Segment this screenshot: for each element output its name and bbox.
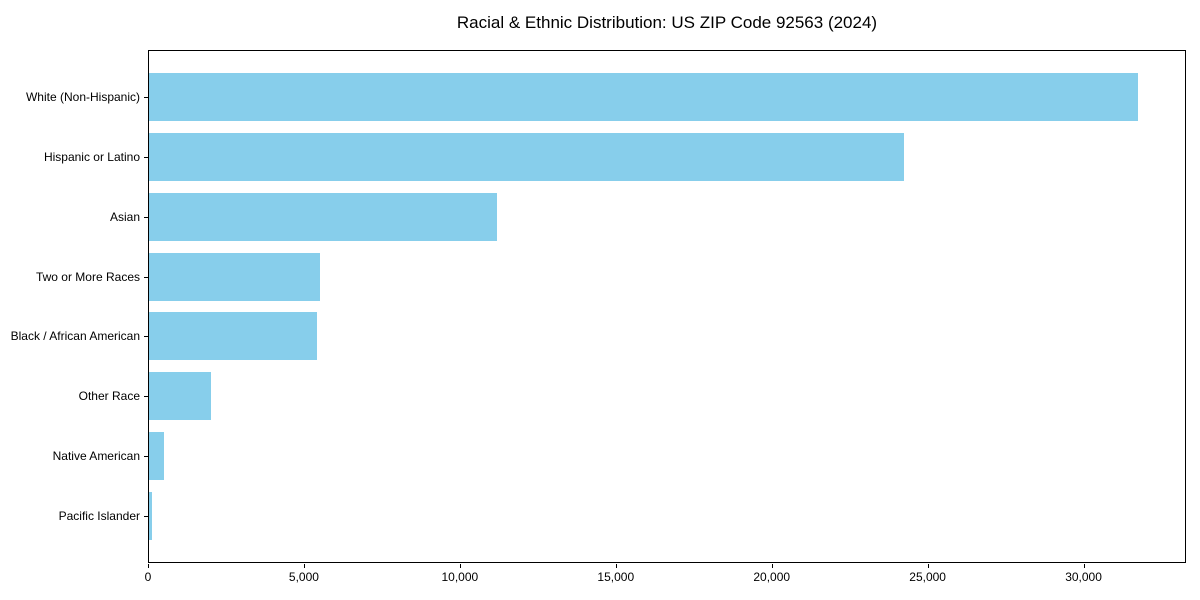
bar-two-or-more-races (149, 252, 320, 301)
y-tick-label-white-non-hispanic: White (Non-Hispanic) (25, 90, 140, 105)
bar-pacific-islander (149, 491, 153, 540)
x-tick-mark (1083, 564, 1085, 568)
x-tick-mark (771, 564, 773, 568)
bar-hispanic-or-latino (149, 132, 904, 181)
y-tick-mark (144, 455, 148, 457)
y-tick-label-hispanic-or-latino: Hispanic or Latino (43, 149, 140, 164)
bar-asian (149, 192, 497, 241)
y-tick-label-other-race: Other Race (78, 389, 140, 404)
y-tick-mark (144, 276, 148, 278)
x-tick-label-15000: 15,000 (597, 570, 635, 584)
x-tick-label-25000: 25,000 (909, 570, 946, 584)
x-tick-mark (148, 564, 149, 568)
y-tick-mark (144, 97, 148, 99)
y-tick-mark (144, 336, 148, 338)
x-tick-label-0: 0 (144, 570, 152, 584)
bar-other-race (149, 372, 212, 421)
y-tick-label-two-or-more-races: Two or More Races (35, 269, 140, 284)
x-tick-mark (459, 564, 461, 568)
plot-area (148, 50, 1186, 563)
bar-black-african-american (149, 312, 318, 361)
y-tick-mark (144, 216, 148, 218)
x-tick-label-10000: 10,000 (441, 570, 479, 584)
x-tick-mark (615, 564, 617, 568)
x-tick-mark (303, 564, 305, 568)
y-tick-mark (144, 156, 148, 158)
bar-white-non-hispanic (149, 73, 1138, 122)
x-tick-mark (927, 564, 929, 568)
x-tick-label-5000: 5,000 (288, 570, 319, 584)
chart-title: Racial & Ethnic Distribution: US ZIP Cod… (456, 13, 878, 32)
y-tick-label-pacific-islander: Pacific Islander (58, 508, 140, 523)
y-tick-label-black-african-american: Black / African American (10, 329, 140, 344)
y-tick-mark (144, 396, 148, 398)
y-tick-label-asian: Asian (109, 209, 140, 224)
y-tick-label-native-american: Native American (52, 448, 140, 463)
bar-native-american (149, 431, 164, 480)
y-tick-mark (144, 515, 148, 517)
x-tick-label-30000: 30,000 (1065, 570, 1102, 584)
x-tick-label-20000: 20,000 (753, 570, 791, 584)
